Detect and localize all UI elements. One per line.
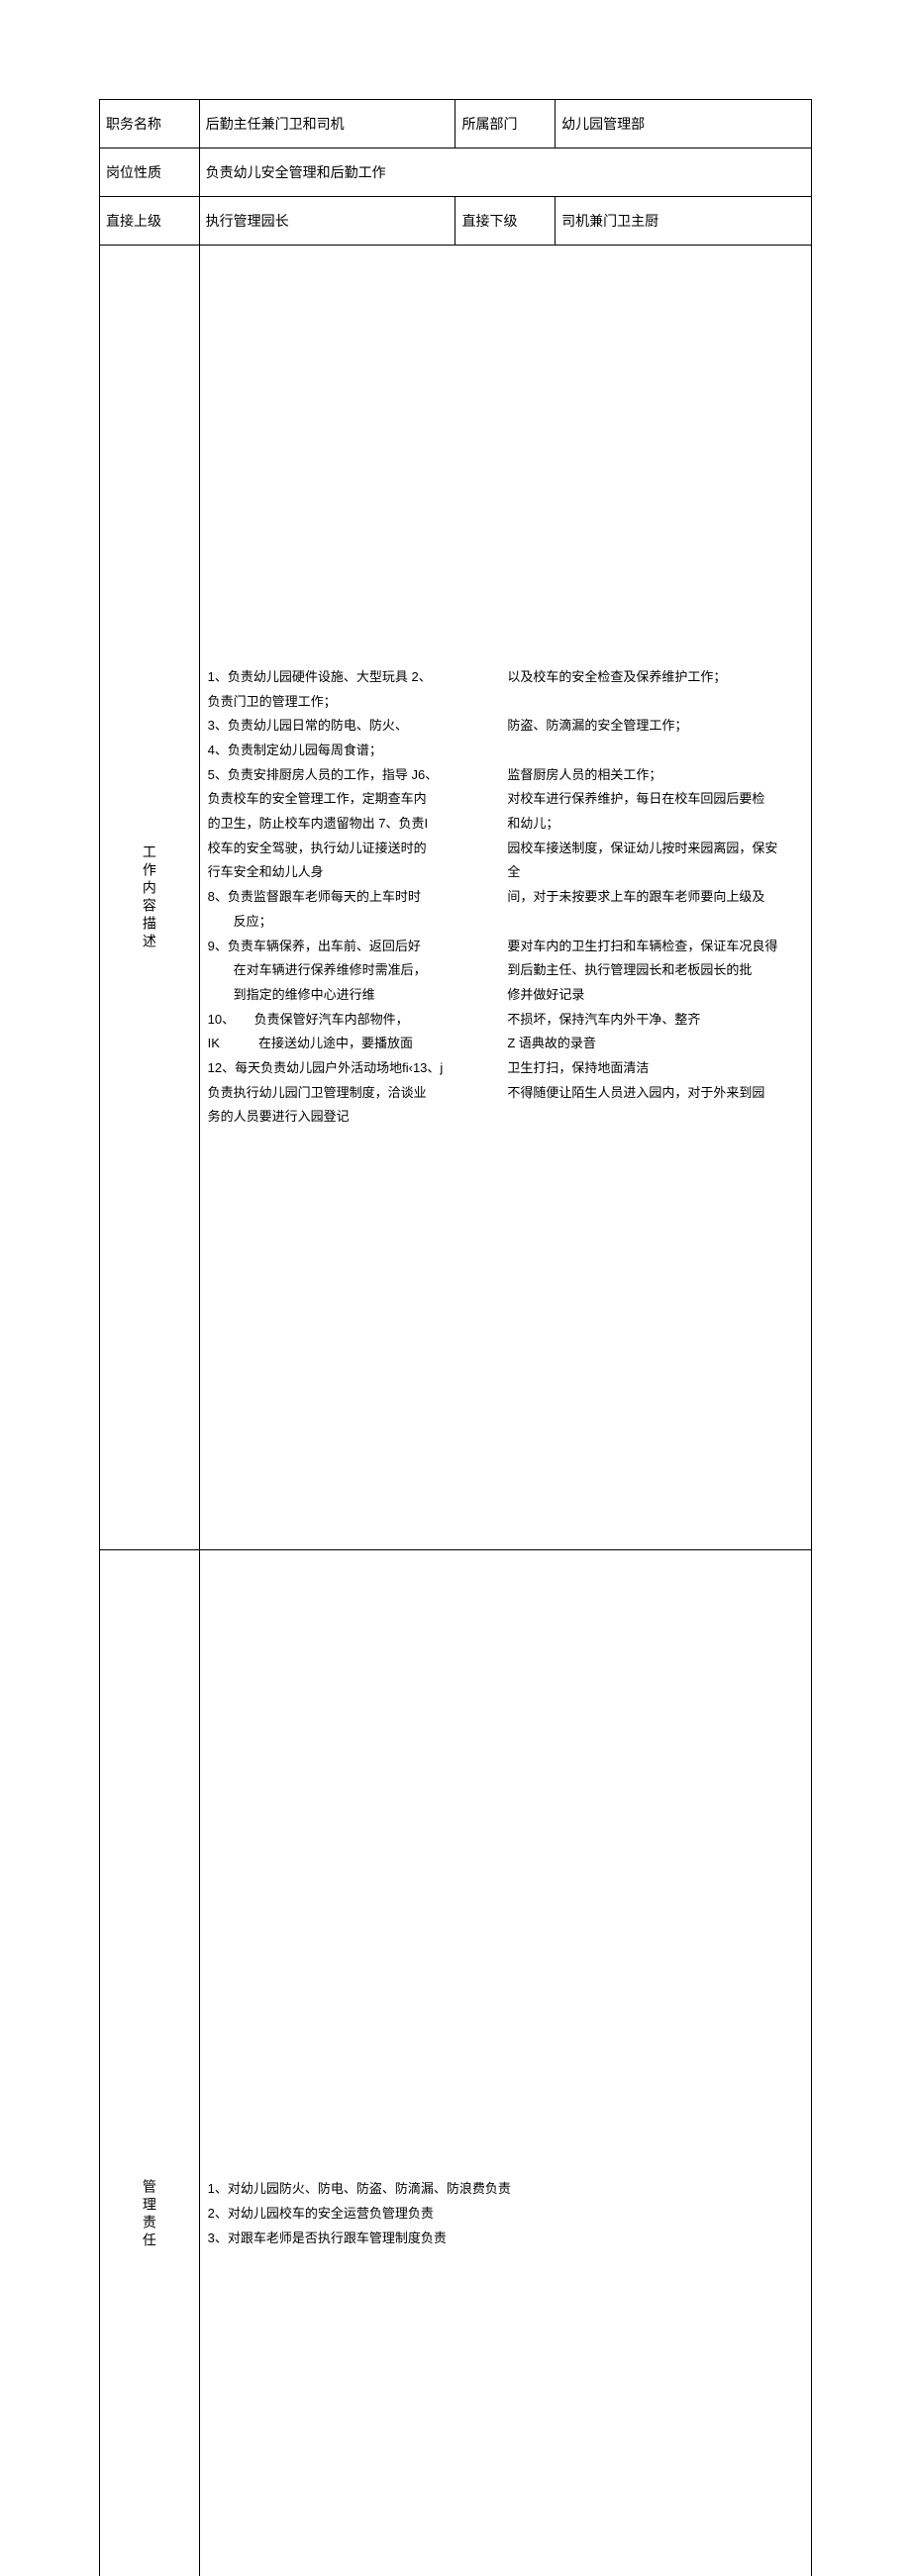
label-subordinate: 直接下级 — [456, 197, 556, 246]
job-description-table: 职务名称 后勤主任兼门卫和司机 所属部门 幼儿园管理部 岗位性质 负责幼儿安全管… — [99, 99, 812, 2576]
label-position-nature: 岗位性质 — [100, 149, 200, 197]
row-position-name: 职务名称 后勤主任兼门卫和司机 所属部门 幼儿园管理部 — [100, 100, 812, 149]
value-position-nature: 负责幼儿安全管理和后勤工作 — [199, 149, 811, 197]
label-department: 所属部门 — [456, 100, 556, 149]
row-job-content: 工作内容描述 1、负责幼儿园硬件设施、大型玩具 2、 负责门卫的管理工作； 3、… — [100, 246, 812, 1550]
job-content-right-col: 以及校车的安全检查及保养维护工作； 防盗、防滴漏的安全管理工作； 监督厨房人员的… — [505, 665, 803, 1130]
row-position-nature: 岗位性质 负责幼儿安全管理和后勤工作 — [100, 149, 812, 197]
value-supervisor: 执行管理园长 — [199, 197, 456, 246]
value-subordinate: 司机兼门卫主厨 — [556, 197, 812, 246]
value-department: 幼儿园管理部 — [556, 100, 812, 149]
value-mgmt-duty: 1、对幼儿园防火、防电、防盗、防滴漏、防浪费负责 2、对幼儿园校车的安全运营负管… — [199, 1550, 811, 2576]
row-mgmt-duty: 管理责任 1、对幼儿园防火、防电、防盗、防滴漏、防浪费负责 2、对幼儿园校车的安… — [100, 1550, 812, 2576]
job-content-left-col: 1、负责幼儿园硬件设施、大型玩具 2、 负责门卫的管理工作； 3、负责幼儿园日常… — [208, 665, 506, 1130]
value-job-content: 1、负责幼儿园硬件设施、大型玩具 2、 负责门卫的管理工作； 3、负责幼儿园日常… — [199, 246, 811, 1550]
row-supervisor: 直接上级 执行管理园长 直接下级 司机兼门卫主厨 — [100, 197, 812, 246]
label-position-name: 职务名称 — [100, 100, 200, 149]
label-supervisor: 直接上级 — [100, 197, 200, 246]
label-job-content: 工作内容描述 — [100, 246, 200, 1550]
value-position-name: 后勤主任兼门卫和司机 — [199, 100, 456, 149]
label-mgmt-duty: 管理责任 — [100, 1550, 200, 2576]
